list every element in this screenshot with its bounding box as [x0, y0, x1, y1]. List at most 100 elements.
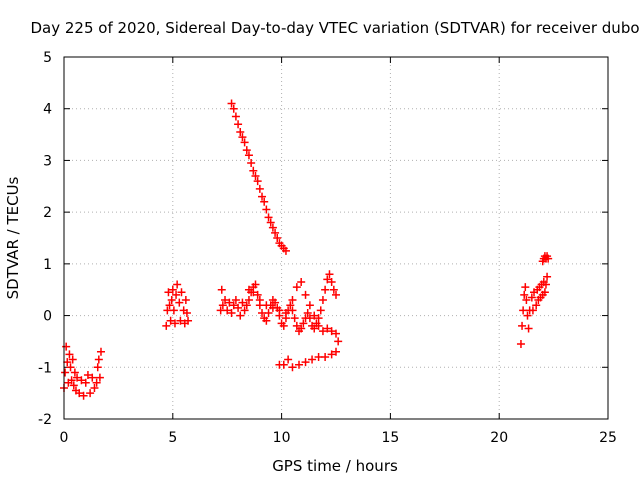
data-point [173, 280, 182, 289]
data-point [227, 308, 236, 317]
data-point [521, 283, 530, 292]
data-point [327, 277, 336, 286]
y-tick-label: -1 [38, 360, 52, 376]
data-point [249, 288, 258, 297]
data-point [544, 254, 553, 263]
data-point [318, 296, 327, 305]
data-point [231, 112, 240, 121]
data-point [520, 290, 529, 299]
data-point [92, 378, 101, 387]
data-point [292, 321, 301, 330]
data-point [63, 358, 72, 367]
data-point [69, 381, 78, 390]
chart-title: Day 225 of 2020, Sidereal Day-to-day VTE… [30, 19, 639, 37]
data-point [321, 285, 330, 294]
data-point [332, 290, 340, 299]
data-point [518, 321, 527, 330]
data-point [83, 371, 92, 380]
data-point [229, 301, 238, 310]
data-point [262, 316, 271, 325]
x-tick-label: 15 [381, 430, 399, 446]
data-point [262, 301, 271, 310]
y-tick-label: 1 [43, 257, 52, 273]
data-point [231, 296, 240, 305]
data-point [524, 324, 533, 333]
data-point [266, 218, 275, 227]
data-point [543, 272, 552, 281]
data-point [516, 340, 525, 349]
data-point [310, 324, 319, 333]
data-point [240, 138, 249, 147]
data-point [225, 298, 234, 307]
data-point [318, 327, 327, 336]
data-point [271, 298, 280, 307]
data-point [251, 280, 260, 289]
data-point [94, 355, 103, 364]
data-point [532, 301, 541, 310]
data-point [264, 213, 273, 222]
data-point [79, 391, 88, 400]
data-point [279, 321, 288, 330]
data-point [90, 383, 99, 392]
data-point [221, 296, 230, 305]
data-point [332, 329, 340, 338]
data-point [275, 360, 284, 369]
data-point [77, 376, 86, 385]
data-point [327, 350, 336, 359]
data-point [253, 177, 262, 186]
data-point [523, 311, 532, 320]
data-point [217, 285, 226, 294]
data-points [60, 99, 553, 400]
data-point [255, 296, 264, 305]
data-point [227, 99, 236, 108]
data-point [73, 373, 82, 382]
data-point [86, 389, 95, 398]
data-point [93, 363, 102, 372]
y-tick-label: 2 [43, 205, 52, 221]
data-point [175, 298, 184, 307]
data-point [167, 296, 176, 305]
plot-frame [63, 56, 609, 420]
data-point [268, 303, 277, 312]
data-point [176, 316, 185, 325]
data-point [305, 301, 314, 310]
data-point [62, 342, 71, 351]
data-point [275, 306, 284, 315]
data-point [238, 133, 247, 142]
data-point [305, 314, 314, 323]
data-point [162, 321, 171, 330]
data-point [303, 308, 312, 317]
data-point [234, 303, 243, 312]
data-point [264, 308, 273, 317]
data-point [165, 301, 174, 310]
y-tick-label: 3 [43, 153, 52, 169]
data-point [540, 288, 549, 297]
data-point [244, 285, 253, 294]
data-point [88, 373, 97, 382]
data-point [166, 316, 175, 325]
y-tick-label: 4 [43, 102, 52, 118]
data-point [301, 358, 310, 367]
data-point [327, 327, 336, 336]
data-point [172, 290, 181, 299]
data-point [218, 301, 227, 310]
y-tick-label: 5 [43, 50, 52, 66]
data-point [170, 319, 179, 328]
data-point [310, 311, 319, 320]
data-point [223, 306, 232, 315]
data-point [284, 355, 293, 364]
data-point [181, 296, 190, 305]
data-point [260, 197, 269, 206]
data-point [292, 283, 301, 292]
data-point [242, 301, 251, 310]
data-point [249, 166, 258, 175]
data-point [242, 146, 251, 155]
data-point [234, 120, 243, 129]
data-point [316, 306, 325, 315]
data-point [323, 275, 332, 284]
x-tick-label: 5 [168, 430, 177, 446]
data-point [541, 280, 550, 289]
data-point [301, 290, 310, 299]
data-point [70, 368, 79, 377]
y-tick-label: 0 [43, 309, 52, 325]
